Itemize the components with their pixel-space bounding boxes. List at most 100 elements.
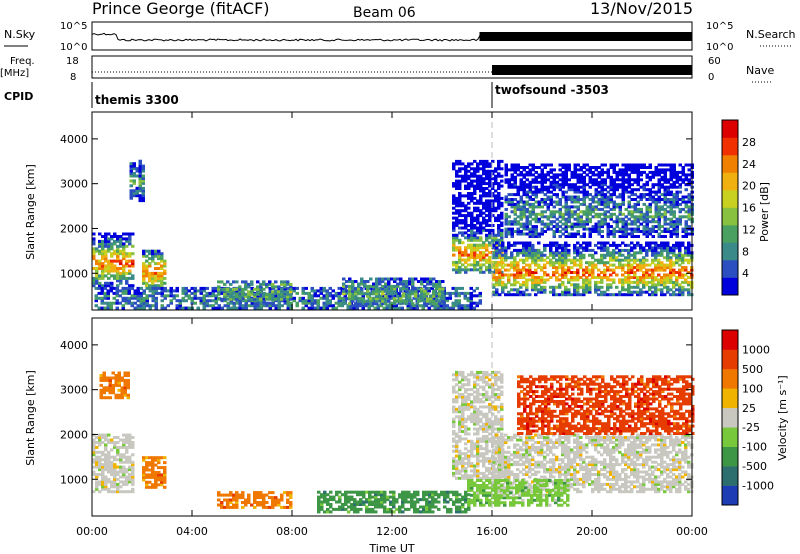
heat-cell <box>433 306 437 310</box>
heat-cell <box>384 284 388 288</box>
heat-cell <box>648 166 652 169</box>
heat-cell <box>470 221 474 225</box>
heat-cell <box>473 238 477 242</box>
heat-cell <box>669 220 673 224</box>
heat-cell <box>464 167 468 171</box>
heat-cell <box>107 433 111 437</box>
heat-cell <box>488 258 492 262</box>
heat-cell <box>345 297 349 301</box>
heat-cell <box>271 301 275 305</box>
heat-cell <box>121 296 125 300</box>
heat-cell <box>657 183 661 187</box>
power-ylabel: Slant Range [km] <box>24 164 37 260</box>
heat-cell <box>684 183 688 187</box>
heat-cell <box>101 284 105 288</box>
heat-cell <box>184 289 188 293</box>
heat-cell <box>681 170 685 174</box>
heat-cell <box>630 263 634 267</box>
heat-cell <box>603 263 607 267</box>
heat-cell <box>630 188 634 192</box>
heat-cell <box>609 256 613 260</box>
heat-cell <box>522 227 526 231</box>
heat-cell <box>684 205 688 209</box>
heat-cell <box>95 247 99 251</box>
heat-cell <box>452 182 456 186</box>
heat-cell <box>552 232 556 236</box>
heat-cell <box>125 468 129 472</box>
heat-cell <box>381 277 385 281</box>
heat-cell <box>402 284 406 288</box>
heat-cell <box>648 202 652 206</box>
heat-cell <box>612 193 616 197</box>
heat-cell <box>504 227 508 231</box>
heat-cell <box>475 304 479 308</box>
heat-cell <box>463 294 467 298</box>
heat-cell <box>476 184 480 188</box>
heat-cell <box>558 230 562 233</box>
heat-cell <box>423 277 427 281</box>
heat-cell <box>129 194 133 198</box>
heat-cell <box>603 183 607 187</box>
heat-cell <box>328 286 332 290</box>
heat-cell <box>431 490 435 494</box>
heat-cell <box>579 246 583 250</box>
heat-cell <box>555 225 559 229</box>
heat-cell <box>582 290 586 294</box>
heat-cell <box>455 174 459 178</box>
heat-cell <box>411 284 415 288</box>
heat-cell <box>507 168 511 172</box>
heat-cell <box>528 230 532 233</box>
heat-cell <box>142 478 146 482</box>
heat-cell <box>516 293 520 297</box>
heat-cell <box>352 306 356 310</box>
heat-cell <box>528 170 532 174</box>
heat-cell <box>247 496 251 500</box>
heat-cell <box>627 222 631 226</box>
heat-cell <box>621 178 625 182</box>
heat-cell <box>666 253 670 257</box>
heat-cell <box>205 304 209 308</box>
heat-cell <box>558 200 562 204</box>
heat-cell <box>126 378 130 382</box>
heat-cell <box>639 263 643 267</box>
heat-cell <box>125 262 129 266</box>
heat-cell <box>286 493 290 497</box>
heat-cell <box>639 163 643 167</box>
heat-cell <box>268 491 272 495</box>
heat-cell <box>621 170 625 174</box>
heat-cell <box>151 471 155 474</box>
heat-cell <box>552 173 556 177</box>
heat-cell <box>537 256 541 260</box>
heat-cell <box>540 258 544 262</box>
heat-cell <box>145 267 149 270</box>
heat-cell <box>110 455 114 459</box>
heat-cell <box>531 246 535 250</box>
heat-cell <box>163 259 167 263</box>
heat-cell <box>522 222 526 226</box>
heat-cell <box>389 490 393 494</box>
heat-cell <box>513 217 517 221</box>
heat-cell <box>654 207 658 211</box>
heat-cell <box>132 162 136 166</box>
heat-cell <box>669 190 673 194</box>
heat-cell <box>220 291 224 295</box>
heat-cell <box>528 173 532 177</box>
heat-cell <box>113 455 117 459</box>
heat-cell <box>624 215 628 219</box>
heat-cell <box>371 495 375 499</box>
heat-cell <box>633 266 637 270</box>
heat-cell <box>528 195 532 199</box>
colorbar-swatch <box>722 260 738 278</box>
heat-cell <box>325 304 329 308</box>
heat-cell <box>531 230 535 233</box>
heat-cell <box>585 280 589 284</box>
heat-cell <box>531 278 535 282</box>
heat-cell <box>519 173 523 177</box>
heat-cell <box>648 280 652 284</box>
heat-cell <box>244 304 248 308</box>
heat-cell <box>320 493 324 497</box>
heat-cell <box>627 183 631 187</box>
heat-cell <box>525 217 529 221</box>
heat-cell <box>422 510 426 514</box>
heat-cell <box>277 297 281 301</box>
